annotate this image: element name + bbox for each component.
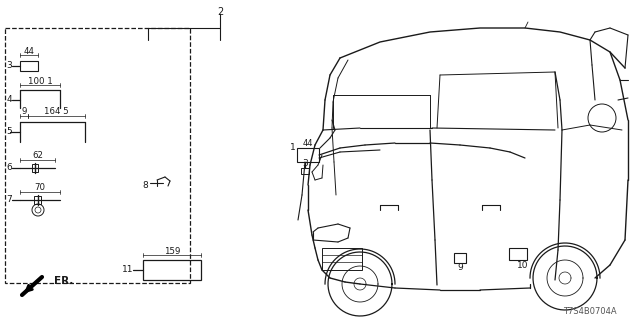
Text: 62: 62 bbox=[32, 151, 43, 161]
Bar bbox=[5, 28, 190, 283]
Text: 5: 5 bbox=[6, 127, 12, 137]
Text: 2: 2 bbox=[217, 7, 223, 17]
Text: 164 5: 164 5 bbox=[44, 108, 69, 116]
Bar bbox=[143, 260, 201, 280]
Text: 6: 6 bbox=[6, 164, 12, 172]
Text: 11: 11 bbox=[122, 266, 133, 275]
Text: T7S4B0704A: T7S4B0704A bbox=[563, 308, 617, 316]
Text: 159: 159 bbox=[164, 246, 180, 255]
Bar bbox=[509, 248, 527, 260]
Bar bbox=[301, 168, 309, 174]
Bar bbox=[322, 248, 362, 270]
Bar bbox=[454, 253, 466, 263]
Bar bbox=[34, 196, 41, 204]
Bar bbox=[32, 164, 38, 172]
Text: 8: 8 bbox=[142, 180, 148, 189]
Text: 100 1: 100 1 bbox=[28, 76, 52, 85]
Text: 44: 44 bbox=[24, 46, 35, 55]
Text: 7: 7 bbox=[6, 196, 12, 204]
Text: 44: 44 bbox=[303, 139, 313, 148]
Text: 3: 3 bbox=[6, 61, 12, 70]
Text: 9: 9 bbox=[21, 108, 27, 116]
Text: 3: 3 bbox=[302, 159, 308, 169]
Text: FR.: FR. bbox=[54, 276, 74, 286]
Text: 9: 9 bbox=[457, 263, 463, 273]
Bar bbox=[20, 61, 38, 71]
Text: 10: 10 bbox=[517, 260, 529, 269]
Text: 4: 4 bbox=[6, 95, 12, 105]
Text: 70: 70 bbox=[35, 183, 45, 193]
Bar bbox=[297, 148, 319, 162]
Text: 1: 1 bbox=[291, 143, 296, 153]
